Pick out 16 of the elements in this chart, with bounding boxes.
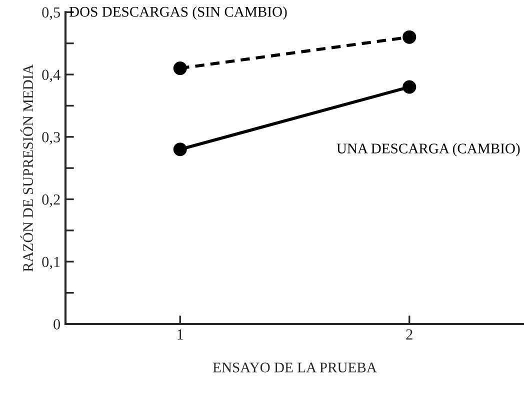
y-tick-label: 0 — [54, 319, 60, 330]
y-tick-label: 0,4 — [42, 70, 60, 82]
point — [173, 142, 187, 156]
x-tick-label: 1 — [178, 329, 184, 340]
x-axis-title: ENSAYO DE LA PRUEBA — [212, 362, 377, 372]
y-tick-label: 0,2 — [42, 194, 60, 207]
y-tick-label: 0,1 — [42, 256, 60, 270]
y-tick-label: 0,3 — [42, 132, 60, 145]
point — [173, 62, 187, 76]
y-tick-label: 0,5 — [42, 7, 60, 20]
x-tick-label: 2 — [406, 329, 412, 340]
point — [402, 80, 416, 94]
text: UNA DESCARGA (CAMBIO) — [336, 143, 520, 156]
text: DOS DESCARGAS (SIN CAMBIO) — [69, 6, 287, 20]
y-axis-title: RAZÓN DE SUPRESIÓN MEDIA — [20, 64, 34, 272]
point — [402, 30, 416, 44]
